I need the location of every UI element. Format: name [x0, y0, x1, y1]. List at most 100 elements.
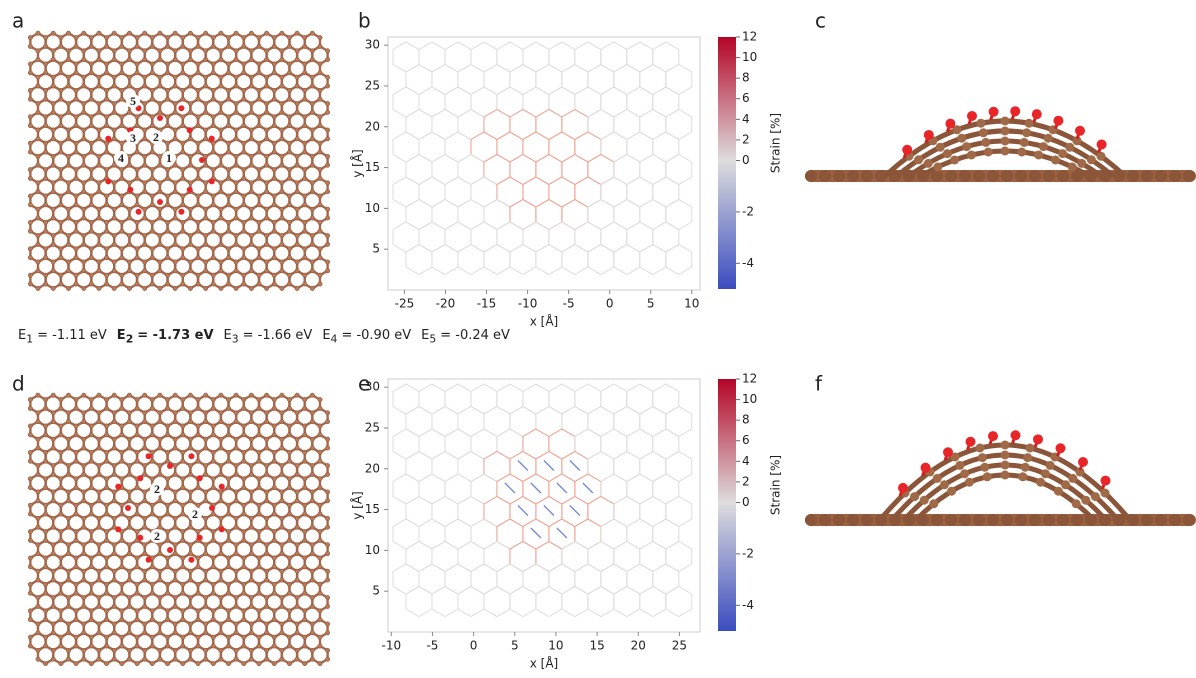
colorbar-tick-label: 12	[742, 372, 757, 386]
carbon-atom	[142, 268, 148, 274]
carbon-atom	[302, 281, 308, 287]
carbon-atom	[96, 524, 102, 530]
carbon-atom	[96, 551, 102, 557]
carbon-atom	[210, 608, 216, 614]
carbon-atom	[256, 140, 262, 146]
energy-index: 2	[125, 332, 134, 346]
carbon-atom	[149, 661, 155, 667]
carbon-atom	[43, 272, 49, 278]
carbon-atom	[248, 101, 254, 107]
carbon-atom	[279, 436, 285, 442]
carbon-atom	[1077, 158, 1087, 168]
carbon-atom	[96, 136, 102, 142]
carbon-atom	[287, 634, 292, 640]
carbon-atom	[218, 268, 224, 274]
x-tick-label: 25	[672, 639, 687, 653]
carbon-atom	[309, 445, 315, 451]
carbon-atom	[73, 449, 79, 455]
carbon-atom	[233, 30, 239, 36]
carbon-atom	[302, 502, 308, 508]
carbon-atom	[218, 551, 224, 557]
carbon-atom	[111, 215, 117, 221]
carbon-atom	[317, 529, 323, 535]
oxygen-atom	[188, 556, 195, 563]
carbon-atom	[271, 537, 277, 543]
oxygen-atom	[945, 118, 956, 129]
carbon-atom	[88, 255, 94, 261]
carbon-atom	[104, 246, 110, 252]
carbon-atom	[73, 167, 79, 173]
compressed-bond	[582, 482, 594, 494]
carbon-atom	[134, 643, 140, 649]
energy-list: E1 = -1.11 eV E2 = -1.73 eV E3 = -1.66 eV E4 = …	[18, 328, 520, 346]
carbon-atom	[88, 281, 94, 287]
carbon-atom	[914, 155, 924, 165]
carbon-atom	[256, 87, 262, 93]
carbon-atom	[104, 70, 110, 76]
carbon-atom	[248, 630, 254, 636]
carbon-atom	[96, 542, 102, 548]
carbon-atom	[43, 70, 49, 76]
carbon-atom	[96, 471, 102, 477]
carbon-atom	[81, 656, 87, 662]
carbon-atom	[287, 529, 292, 535]
y-tick-label: 10	[365, 543, 380, 557]
carbon-atom	[187, 392, 193, 398]
carbon-atom	[50, 285, 56, 291]
carbon-atom	[271, 423, 277, 429]
carbon-atom	[58, 564, 64, 570]
carbon-atom	[309, 74, 315, 80]
carbon-atom	[218, 577, 224, 583]
carbon-atom	[302, 634, 308, 640]
carbon-atom	[287, 590, 292, 596]
carbon-atom	[256, 43, 262, 49]
carbon-atom	[165, 123, 171, 129]
carbon-atom	[317, 228, 323, 234]
carbon-atom	[195, 590, 201, 596]
carbon-atom	[264, 268, 270, 274]
carbon-atom	[134, 175, 140, 181]
oxygen-atom	[1096, 139, 1107, 150]
carbon-atom	[287, 537, 292, 543]
carbon-atom	[264, 542, 270, 548]
carbon-atom	[203, 603, 209, 609]
energy-index: 4	[330, 332, 338, 346]
carbon-atom	[226, 167, 231, 173]
carbon-atom	[264, 647, 270, 653]
carbon-atom	[218, 30, 224, 36]
carbon-atom	[287, 511, 292, 517]
carbon-atom	[96, 515, 102, 521]
carbon-atom	[248, 162, 254, 168]
carbon-atom	[66, 57, 71, 63]
carbon-atom	[127, 524, 132, 530]
carbon-atom	[180, 608, 186, 614]
carbon-atom	[195, 634, 201, 640]
carbon-atom	[50, 241, 56, 247]
carbon-atom	[271, 228, 277, 234]
carbon-atom	[302, 581, 308, 587]
carbon-atom	[157, 568, 163, 574]
carbon-atom	[58, 202, 64, 208]
carbon-atom	[271, 529, 277, 535]
energy-symbol: E	[322, 328, 331, 343]
carbon-atom	[73, 502, 79, 508]
bond-ring	[212, 269, 230, 290]
carbon-atom	[195, 175, 201, 181]
oxygen-atom	[209, 505, 215, 511]
oxygen-atom	[137, 534, 144, 541]
panel-label: d	[12, 372, 25, 396]
carbon-atom	[104, 149, 110, 155]
carbon-atom	[50, 630, 56, 636]
carbon-atom	[294, 259, 300, 265]
carbon-atom	[302, 397, 308, 403]
carbon-atom	[271, 149, 277, 155]
carbon-atom	[134, 608, 140, 614]
carbon-atom	[248, 410, 254, 416]
carbon-atom	[142, 162, 148, 168]
carbon-atom	[210, 96, 216, 102]
carbon-atom	[81, 241, 87, 247]
carbon-atom	[149, 114, 155, 120]
carbon-atom	[35, 524, 41, 530]
carbon-atom	[325, 57, 331, 63]
carbon-atom	[88, 193, 94, 199]
